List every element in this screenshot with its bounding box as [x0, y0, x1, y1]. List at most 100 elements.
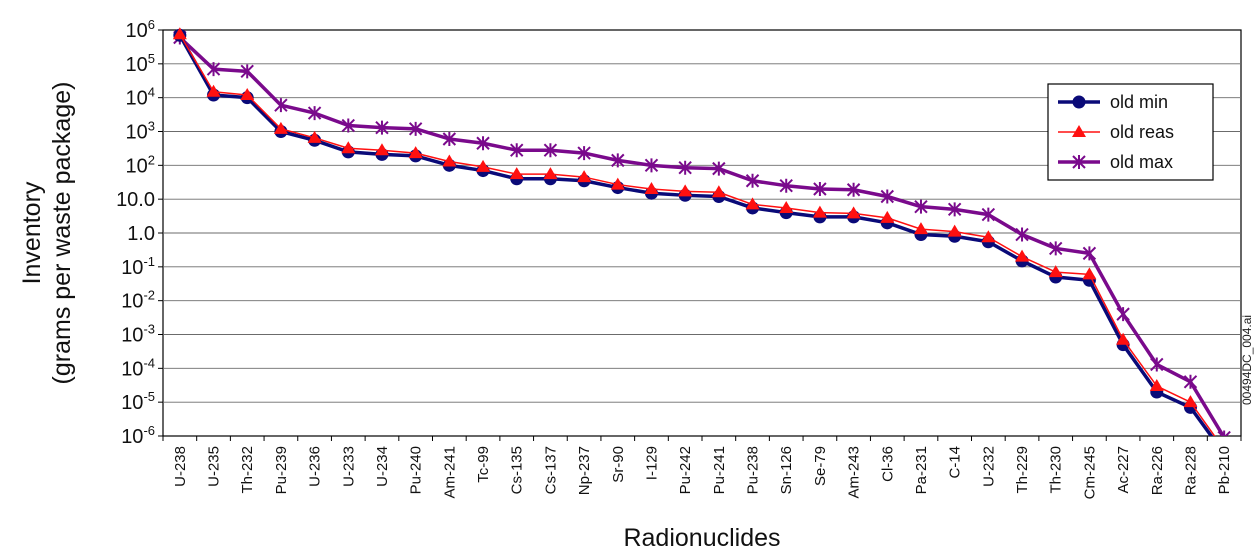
data-point: [611, 153, 625, 168]
data-point: [880, 210, 895, 223]
data-point: [1015, 249, 1030, 262]
y-tick-label: 10-4: [121, 355, 155, 380]
x-tick-label: Pu-240: [408, 446, 425, 494]
legend-label: old min: [1110, 92, 1168, 112]
data-point: [341, 118, 355, 133]
x-axis-ticks: U-238 U-235 Th-232 Pu-239 U-236 U-233 U-234 Pu-…: [162, 436, 1242, 499]
data-point: [1217, 430, 1231, 436]
x-tick-label: U-233: [340, 446, 357, 487]
data-point: [172, 27, 187, 40]
file-reference-note: 00494DC_004.ai: [1240, 315, 1254, 405]
data-point: [577, 170, 592, 183]
x-tick-label: U-234: [374, 446, 391, 487]
x-tick-label: Ac-227: [1115, 446, 1132, 494]
x-tick-label: Th-232: [239, 446, 256, 494]
data-point: [206, 62, 221, 77]
x-tick-label: I-129: [643, 446, 660, 480]
data-point: [442, 154, 457, 167]
y-tick-label: 10-2: [121, 288, 155, 313]
data-point: [1082, 246, 1097, 261]
data-point: [1183, 374, 1198, 389]
data-point: [374, 143, 389, 156]
data-point: [812, 205, 827, 218]
data-point: [206, 84, 221, 97]
data-point: [476, 136, 490, 151]
x-tick-label: Pu-238: [745, 446, 762, 494]
data-point: [1015, 227, 1029, 242]
x-tick-label: Cs-135: [509, 446, 526, 494]
data-point: [846, 206, 861, 219]
data-point: [678, 160, 692, 175]
y-axis-title-line2: (grams per waste package): [48, 82, 76, 385]
data-point: [981, 230, 996, 243]
x-tick-label: Pu-239: [273, 446, 290, 494]
data-point: [712, 161, 726, 176]
data-point: [273, 121, 288, 134]
data-point: [509, 167, 524, 180]
x-tick-label: U-238: [172, 446, 189, 487]
data-point: [510, 143, 524, 158]
data-point: [914, 199, 928, 214]
data-point: [644, 181, 659, 194]
x-tick-label: U-232: [980, 446, 997, 487]
x-tick-label: Sr-90: [610, 446, 627, 483]
x-tick-label: U-236: [307, 446, 324, 487]
x-tick-label: Cm-245: [1081, 446, 1098, 499]
data-point: [644, 158, 659, 173]
legend-label: old reas: [1110, 122, 1174, 142]
data-point: [307, 106, 322, 121]
data-point: [1149, 379, 1164, 392]
data-point: [947, 224, 962, 237]
legend-label: old max: [1110, 152, 1173, 172]
x-tick-label: Cl-36: [879, 446, 896, 482]
data-point: [846, 182, 861, 197]
series-group: [172, 27, 1231, 436]
legend: old min old reas old max: [1047, 83, 1214, 181]
data-point: [1072, 95, 1086, 109]
y-axis-ticks: 106 105 104 103 102 10.0 1.0 10-1 10-2 10-3 10-4 10…: [116, 17, 163, 448]
data-point: [1072, 155, 1086, 169]
y-tick-label: 1.0: [127, 223, 155, 245]
data-point: [577, 146, 591, 161]
x-tick-label: Pu-241: [711, 446, 728, 494]
data-point: [913, 222, 928, 235]
x-tick-label: Th-230: [1048, 446, 1065, 494]
data-point: [375, 120, 389, 135]
x-tick-label: Pb-210: [1216, 446, 1233, 494]
data-point: [1072, 125, 1086, 137]
x-tick-label: U-235: [206, 446, 223, 487]
data-point: [1116, 332, 1131, 345]
x-tick-label: Ra-228: [1182, 446, 1199, 495]
data-point: [779, 200, 794, 213]
y-tick-label: 10.0: [116, 189, 155, 211]
x-tick-label: Pu-242: [677, 446, 694, 494]
x-tick-label: C-14: [947, 446, 964, 479]
data-point: [476, 159, 491, 172]
data-point: [745, 173, 760, 188]
y-tick-label: 10-3: [121, 322, 155, 347]
y-tick-label: 104: [126, 85, 155, 110]
y-axis-title-line1: Inventory: [18, 181, 46, 284]
x-tick-label: Se-79: [812, 446, 829, 486]
x-axis-title: Radionuclides: [623, 524, 780, 552]
y-tick-label: 10-6: [121, 423, 155, 448]
data-point: [274, 98, 288, 113]
series-old-reas: [172, 27, 1216, 436]
data-point: [307, 130, 322, 143]
series-line: [179, 33, 1216, 436]
data-point: [1183, 395, 1198, 408]
x-tick-label: Pa-231: [913, 446, 930, 494]
data-point: [240, 64, 254, 79]
data-point: [981, 207, 996, 222]
data-point: [1049, 241, 1063, 256]
data-point: [240, 87, 255, 100]
data-point: [1116, 307, 1130, 322]
data-point: [745, 197, 760, 210]
x-tick-label: Am-243: [846, 446, 863, 499]
y-tick-label: 10-1: [121, 254, 155, 279]
data-point: [442, 132, 457, 147]
y-tick-label: 105: [126, 51, 155, 76]
x-tick-label: Np-237: [576, 446, 593, 495]
data-point: [813, 181, 827, 196]
